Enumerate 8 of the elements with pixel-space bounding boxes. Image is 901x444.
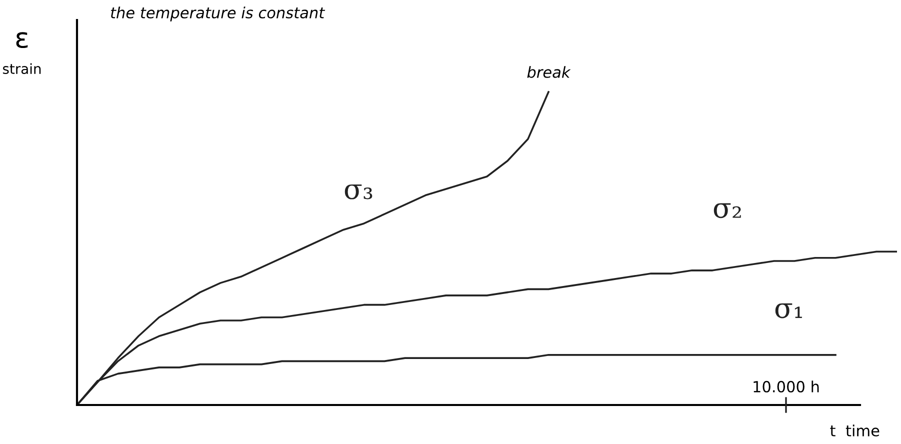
x-axis-title: t time <box>830 424 880 436</box>
y-axis-title: ε strain <box>2 32 41 74</box>
series-label: σ₃ <box>344 184 372 200</box>
series-label: σ₂ <box>714 203 741 218</box>
text: the temperature is constant <box>110 6 326 22</box>
text: break <box>527 66 571 78</box>
annotation: 10.000 h <box>754 380 819 392</box>
series-label: σ₁ <box>775 303 802 318</box>
